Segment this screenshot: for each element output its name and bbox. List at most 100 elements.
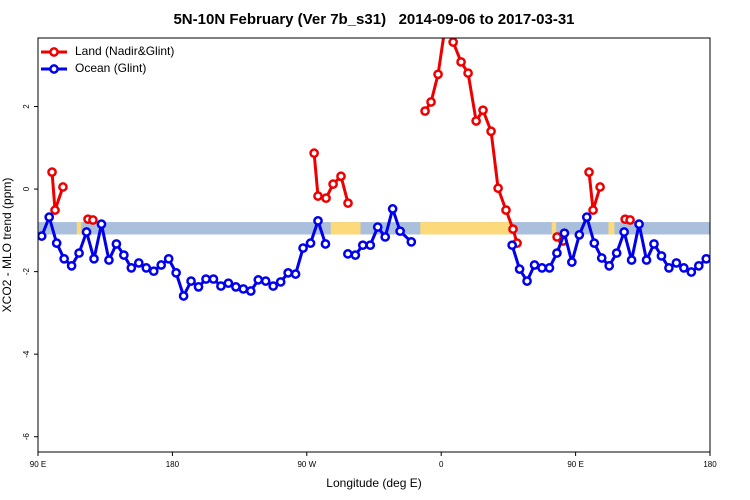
x-tick-label: 180 xyxy=(703,460,717,469)
data-point xyxy=(343,249,353,259)
data-point xyxy=(656,251,667,261)
data-point xyxy=(336,171,346,182)
data-point xyxy=(501,205,511,215)
legend-marker xyxy=(49,47,59,57)
data-point xyxy=(163,253,174,264)
data-point xyxy=(208,274,219,284)
data-point xyxy=(619,227,629,237)
data-point xyxy=(596,253,607,263)
data-point xyxy=(111,239,122,249)
band-highlight xyxy=(330,222,361,235)
data-point xyxy=(328,179,338,189)
data-point xyxy=(283,268,293,278)
data-point xyxy=(625,215,635,225)
data-point xyxy=(178,291,189,301)
data-point xyxy=(552,248,562,258)
data-point xyxy=(471,116,481,126)
data-point xyxy=(81,227,92,237)
data-point xyxy=(493,183,503,194)
data-point xyxy=(634,219,644,230)
data-point xyxy=(365,240,376,251)
y-tick-label: -4 xyxy=(22,350,31,358)
data-point xyxy=(133,258,144,268)
data-point xyxy=(275,277,286,287)
data-point xyxy=(313,191,323,201)
legend-label: Ocean (Glint) xyxy=(75,61,146,75)
data-point xyxy=(537,263,547,273)
data-point xyxy=(313,216,323,226)
data-point xyxy=(567,257,577,267)
data-point xyxy=(529,260,540,270)
y-tick-label: -2 xyxy=(22,268,31,276)
data-point xyxy=(321,193,331,204)
data-point xyxy=(448,38,458,47)
x-tick-label: 0 xyxy=(439,460,444,469)
data-point xyxy=(38,231,47,241)
legend: Land (Nadir&Glint) Ocean (Glint) xyxy=(41,44,174,75)
data-point xyxy=(671,258,682,268)
data-point xyxy=(290,269,301,279)
data-point xyxy=(245,286,256,296)
data-point xyxy=(231,282,241,292)
data-point xyxy=(701,253,710,264)
data-point xyxy=(253,275,264,285)
data-point xyxy=(693,260,704,271)
data-point xyxy=(664,263,674,273)
plot-area xyxy=(38,38,710,301)
y-tick-label: 0 xyxy=(22,186,31,191)
data-point xyxy=(305,238,316,248)
band-highlight xyxy=(551,222,557,235)
data-point xyxy=(478,105,488,116)
data-point xyxy=(59,253,69,264)
data-point xyxy=(156,260,167,270)
data-point xyxy=(44,212,55,222)
legend-label: Land (Nadir&Glint) xyxy=(75,44,174,58)
data-point xyxy=(426,97,436,107)
data-point xyxy=(171,268,181,278)
y-tick-label: 2 xyxy=(22,104,31,109)
data-point xyxy=(380,232,391,242)
data-point xyxy=(66,260,77,271)
data-point xyxy=(51,238,62,248)
axes: 90 E 180 90 W 0 90 E 180 -6 -4 -2 0 2 xyxy=(22,104,717,469)
data-point xyxy=(47,167,57,177)
data-point xyxy=(148,266,159,277)
data-point xyxy=(508,224,518,234)
x-tick-label: 180 xyxy=(166,460,180,469)
data-point xyxy=(309,148,319,159)
data-point xyxy=(486,126,496,137)
data-point xyxy=(456,57,466,67)
data-point xyxy=(588,205,598,215)
data-point xyxy=(604,260,615,271)
data-point xyxy=(589,238,600,248)
band-highlight xyxy=(608,222,615,235)
data-point xyxy=(298,243,308,253)
data-point xyxy=(395,226,405,237)
data-point xyxy=(559,228,570,239)
data-point xyxy=(223,278,234,289)
data-point xyxy=(260,276,271,286)
data-point xyxy=(186,276,196,286)
data-point xyxy=(686,267,697,277)
band-highlight xyxy=(76,222,82,235)
x-tick-label: 90 E xyxy=(30,460,46,469)
x-tick-label: 90 W xyxy=(297,460,316,469)
data-point xyxy=(119,250,129,260)
data-point xyxy=(350,250,361,260)
data-point xyxy=(595,182,605,192)
data-point xyxy=(126,263,137,273)
data-point xyxy=(544,263,555,273)
data-point xyxy=(357,240,368,251)
x-tick-label: 90 E xyxy=(567,460,583,469)
data-point xyxy=(58,182,68,192)
data-point xyxy=(420,106,430,116)
data-point xyxy=(343,198,353,208)
legend-marker xyxy=(49,64,59,74)
data-point xyxy=(193,282,204,292)
data-point xyxy=(89,253,99,264)
data-point xyxy=(514,264,525,274)
data-point xyxy=(320,239,331,249)
data-point xyxy=(387,204,398,214)
y-tick-label: -6 xyxy=(22,433,31,441)
